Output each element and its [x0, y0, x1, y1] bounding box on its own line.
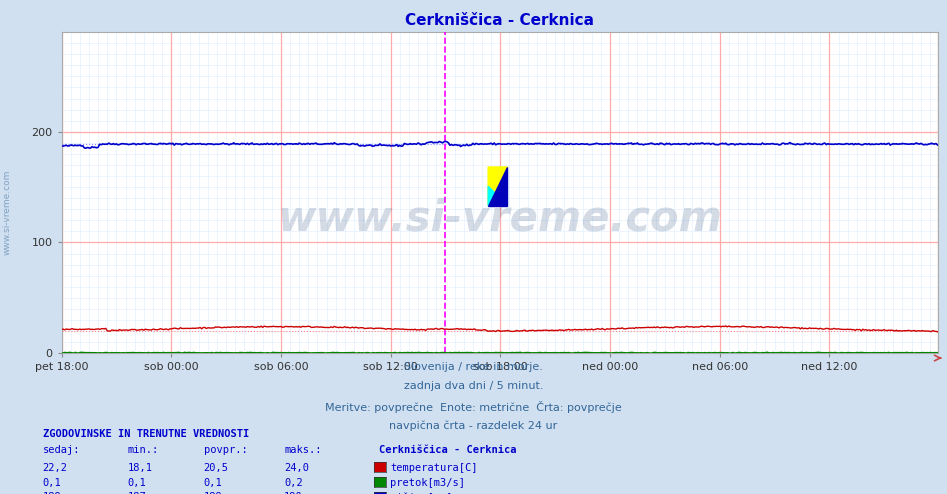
Text: min.:: min.: [128, 445, 159, 455]
Text: višina[cm]: višina[cm] [390, 492, 453, 494]
Text: Cerkniščica - Cerknica: Cerkniščica - Cerknica [379, 445, 516, 455]
Text: 0,1: 0,1 [204, 478, 223, 488]
Text: 0,2: 0,2 [284, 478, 303, 488]
Text: Meritve: povprečne  Enote: metrične  Črta: povprečje: Meritve: povprečne Enote: metrične Črta:… [325, 401, 622, 413]
Text: navpična črta - razdelek 24 ur: navpična črta - razdelek 24 ur [389, 421, 558, 431]
Text: pretok[m3/s]: pretok[m3/s] [390, 478, 465, 488]
Text: maks.:: maks.: [284, 445, 322, 455]
Polygon shape [488, 167, 508, 206]
Text: 187: 187 [128, 493, 147, 494]
Text: sedaj:: sedaj: [43, 445, 80, 455]
Polygon shape [488, 167, 508, 206]
Text: 24,0: 24,0 [284, 463, 309, 473]
Text: ZGODOVINSKE IN TRENUTNE VREDNOSTI: ZGODOVINSKE IN TRENUTNE VREDNOSTI [43, 429, 249, 439]
Text: 0,1: 0,1 [128, 478, 147, 488]
Text: 189: 189 [204, 493, 223, 494]
Text: 18,1: 18,1 [128, 463, 152, 473]
Text: zadnja dva dni / 5 minut.: zadnja dva dni / 5 minut. [403, 381, 544, 391]
Text: 0,1: 0,1 [43, 478, 62, 488]
Text: 190: 190 [284, 493, 303, 494]
Text: www.si-vreme.com: www.si-vreme.com [3, 170, 12, 255]
Text: 20,5: 20,5 [204, 463, 228, 473]
Text: temperatura[C]: temperatura[C] [390, 463, 477, 473]
Text: 22,2: 22,2 [43, 463, 67, 473]
Polygon shape [488, 186, 508, 206]
Text: www.si-vreme.com: www.si-vreme.com [277, 197, 722, 240]
Text: povpr.:: povpr.: [204, 445, 247, 455]
Text: Slovenija / reke in morje.: Slovenija / reke in morje. [404, 362, 543, 371]
Text: 189: 189 [43, 493, 62, 494]
Title: Cerkniščica - Cerknica: Cerkniščica - Cerknica [405, 13, 594, 28]
